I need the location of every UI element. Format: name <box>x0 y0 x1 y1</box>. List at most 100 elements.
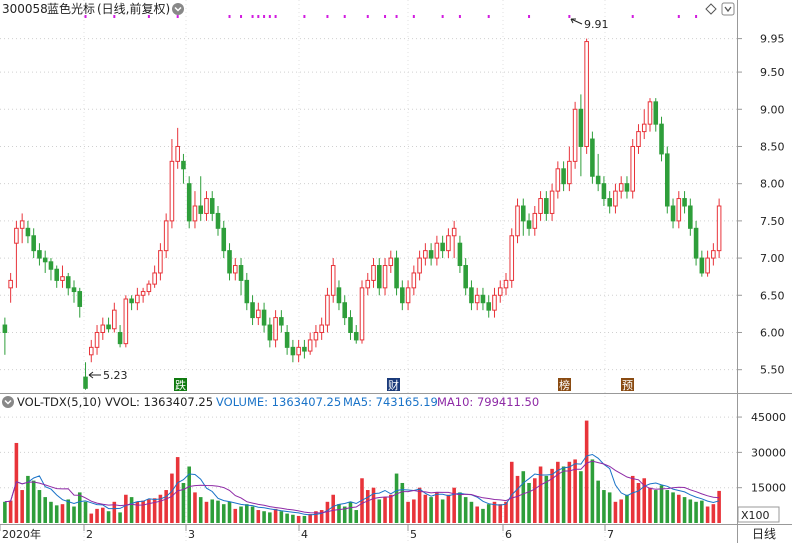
candle[interactable] <box>279 310 284 333</box>
event-marker-bang[interactable]: 榜 <box>558 378 571 392</box>
candle[interactable] <box>37 243 42 266</box>
candle[interactable] <box>48 258 54 281</box>
candle[interactable] <box>135 287 140 311</box>
candle[interactable] <box>630 139 636 199</box>
volume-bar[interactable] <box>700 500 704 523</box>
candle[interactable] <box>699 250 705 277</box>
candle[interactable] <box>60 265 65 288</box>
candle[interactable] <box>359 280 365 344</box>
volume-bar[interactable] <box>221 504 226 523</box>
volume-bar[interactable] <box>279 511 284 523</box>
candle[interactable] <box>336 280 342 311</box>
volume-bar[interactable] <box>642 478 647 523</box>
volume-bar[interactable] <box>308 514 312 523</box>
volume-bar[interactable] <box>3 501 7 523</box>
volume-bar[interactable] <box>158 494 163 523</box>
candle[interactable] <box>405 280 411 311</box>
candle[interactable] <box>636 124 641 154</box>
volume-bar[interactable] <box>653 490 658 523</box>
volume-bar[interactable] <box>239 506 243 523</box>
volume-bar[interactable] <box>440 499 445 523</box>
candle[interactable] <box>474 287 480 311</box>
volume-bar[interactable] <box>394 473 399 523</box>
volume-bar[interactable] <box>544 475 549 523</box>
candle[interactable] <box>192 191 198 229</box>
candle[interactable] <box>307 332 313 355</box>
candle[interactable] <box>578 94 584 177</box>
volume-bar[interactable] <box>521 471 526 523</box>
candle[interactable] <box>572 101 578 169</box>
candle[interactable] <box>567 146 572 192</box>
volume-bar[interactable] <box>452 487 456 523</box>
volume-bar[interactable] <box>389 494 393 523</box>
candle[interactable] <box>244 272 250 311</box>
candle[interactable] <box>676 191 682 229</box>
candle[interactable] <box>371 258 376 288</box>
candle[interactable] <box>590 131 595 184</box>
candle[interactable] <box>31 228 36 259</box>
volume-bar[interactable] <box>43 497 47 523</box>
volume-bar[interactable] <box>406 501 410 523</box>
volume-bar[interactable] <box>233 508 238 523</box>
candle[interactable] <box>584 38 589 154</box>
candle[interactable] <box>561 161 566 192</box>
candle[interactable] <box>83 362 88 390</box>
candle[interactable] <box>290 339 296 363</box>
candle[interactable] <box>204 191 209 221</box>
candle[interactable] <box>440 235 445 259</box>
volume-bar[interactable] <box>550 468 554 523</box>
candle[interactable] <box>647 98 653 132</box>
candle[interactable] <box>670 198 676 229</box>
volume-bar[interactable] <box>227 501 232 523</box>
volume-bar[interactable] <box>296 515 301 523</box>
candle[interactable] <box>526 213 532 236</box>
candle[interactable] <box>618 176 624 199</box>
volume-bar[interactable] <box>331 494 335 523</box>
candle[interactable] <box>532 206 538 236</box>
volume-bar[interactable] <box>291 514 295 523</box>
volume-bar[interactable] <box>77 492 82 523</box>
volume-bar[interactable] <box>412 499 416 523</box>
volume-bar[interactable] <box>181 482 186 523</box>
candle[interactable] <box>457 235 463 273</box>
volume-bar[interactable] <box>377 499 382 523</box>
candle[interactable] <box>411 265 417 296</box>
candle[interactable] <box>716 198 722 259</box>
volume-bar[interactable] <box>630 475 635 523</box>
volume-bar[interactable] <box>677 494 681 523</box>
candle[interactable] <box>256 302 261 326</box>
candle[interactable] <box>613 183 618 214</box>
candle[interactable] <box>434 235 440 266</box>
volume-bar[interactable] <box>711 504 716 523</box>
volume-bar[interactable] <box>533 478 537 523</box>
volume-bar[interactable] <box>31 480 36 523</box>
volume-bar[interactable] <box>268 512 272 523</box>
volume-bar[interactable] <box>469 501 474 523</box>
candle[interactable] <box>25 220 31 244</box>
volume-bar[interactable] <box>694 501 698 523</box>
volume-bar[interactable] <box>590 459 595 523</box>
volume-bar[interactable] <box>216 500 220 523</box>
volume-bar[interactable] <box>504 501 508 523</box>
candle[interactable] <box>515 198 520 244</box>
candle[interactable] <box>486 295 492 318</box>
volume-bar[interactable] <box>129 497 134 523</box>
volume-bar[interactable] <box>60 504 65 523</box>
volume-bar[interactable] <box>475 506 479 523</box>
candle[interactable] <box>376 258 382 296</box>
volume-bar[interactable] <box>423 494 428 523</box>
volume-bar[interactable] <box>717 490 721 523</box>
candle[interactable] <box>549 183 555 221</box>
candle[interactable] <box>209 191 215 221</box>
candle[interactable] <box>14 220 19 288</box>
volume-bar[interactable] <box>262 511 266 523</box>
candle[interactable] <box>215 206 221 236</box>
volume-bar[interactable] <box>273 508 278 523</box>
candle[interactable] <box>227 243 232 281</box>
candle[interactable] <box>538 191 543 221</box>
volume-bar[interactable] <box>135 501 140 523</box>
candle[interactable] <box>129 295 134 311</box>
candle[interactable] <box>88 339 94 363</box>
volume-collapse-icon[interactable] <box>2 396 14 408</box>
candle[interactable] <box>94 325 100 355</box>
